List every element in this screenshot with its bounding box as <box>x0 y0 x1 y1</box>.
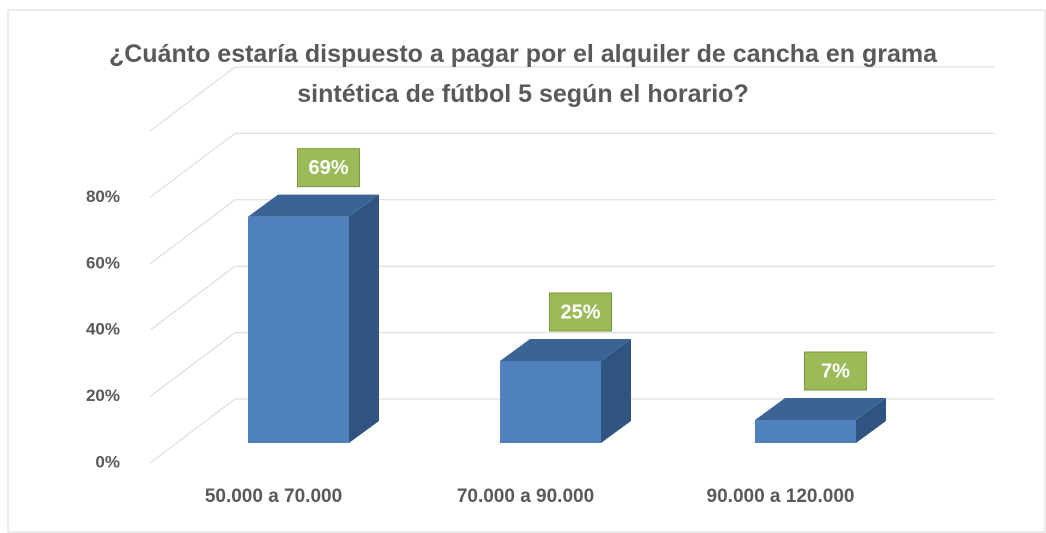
chart-title: ¿Cuánto estaría dispuesto a pagar por el… <box>108 40 937 108</box>
y-tick-label: 80% <box>86 187 120 206</box>
x-tick-label: 50.000 a 70.000 <box>205 486 342 507</box>
bar-side <box>349 194 379 443</box>
x-tick-label: 90.000 a 120.000 <box>707 486 855 507</box>
grid-line <box>149 332 236 397</box>
value-label: 69% <box>308 157 348 179</box>
y-tick-label: 0% <box>95 452 120 471</box>
y-tick-label: 40% <box>86 320 120 339</box>
value-label: 7% <box>821 360 850 382</box>
chart-frame <box>7 9 1046 533</box>
value-label-box <box>297 148 360 188</box>
bar-front <box>500 361 601 443</box>
value-label: 25% <box>560 301 600 323</box>
bar-side <box>601 339 631 443</box>
bar-top <box>248 194 379 217</box>
y-tick-label: 20% <box>86 386 120 405</box>
bar-top <box>755 398 886 421</box>
grid-line <box>149 265 236 331</box>
y-tick-label: 60% <box>86 253 120 272</box>
grid-line <box>149 133 236 198</box>
bar-top <box>500 339 631 361</box>
grid-line <box>149 398 236 464</box>
bar-front <box>248 216 349 443</box>
value-label-box <box>804 351 867 391</box>
value-label-box <box>549 292 612 332</box>
wall-line <box>149 66 236 132</box>
bar-front <box>755 420 856 443</box>
bar-side <box>856 398 886 443</box>
grid-line <box>149 199 236 265</box>
x-tick-label: 70.000 a 90.000 <box>457 486 594 507</box>
